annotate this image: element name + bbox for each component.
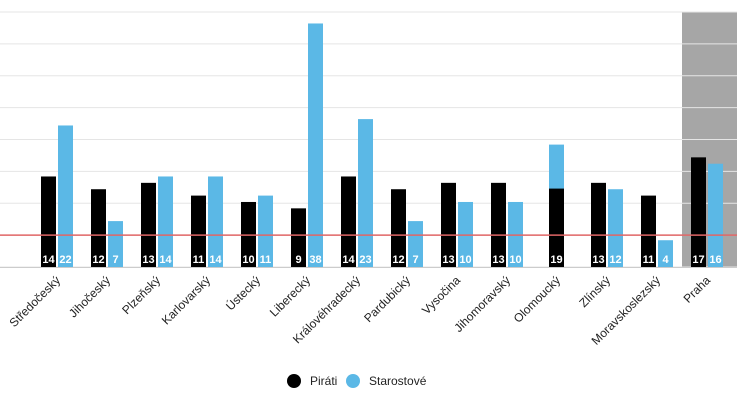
bar-pirati [441,182,456,267]
data-label-starostove: 10 [509,254,521,266]
bar-pirati [641,195,656,267]
x-tick-label: Vysočina [419,273,463,317]
data-label-pirati: 11 [193,254,205,266]
bar-pirati [291,208,306,267]
x-tick-label: Praha [681,273,714,306]
legend-label-pirati: Piráti [310,374,337,388]
data-label-starostove: 16 [709,254,721,266]
data-label-starostove: 38 [309,254,321,266]
bar-starostove [58,125,73,267]
data-label-pirati: 12 [92,254,104,266]
bar-pirati [41,176,56,267]
x-tick-label: Zlínský [576,273,613,310]
bar-pirati [591,182,606,267]
x-tick-label: Plzeňský [119,273,163,317]
bars [41,23,723,267]
bar-starostove [608,189,623,267]
x-tick-label: Ústecký [222,273,263,314]
x-tick-label: Pardubický [361,273,413,325]
data-labels: 14 22 12 7 13 14 11 14 10 11 9 38 14 23 12 7 13 10 13 10 19 1… [42,254,721,266]
data-label-starostove: 23 [359,254,371,266]
bar-pirati [191,195,206,267]
bar-pirati [91,189,106,267]
x-tick-label: Středočeský [7,273,64,330]
data-label-starostove: 11 [260,254,272,266]
legend-label-starostove: Starostové [369,374,427,388]
bar-starostove [658,240,673,267]
data-label-pirati: 12 [392,254,404,266]
bar-pirati [549,188,564,267]
bar-starostove [708,163,723,267]
bar-pirati [141,182,156,267]
bar-pirati [491,182,506,267]
bar-starostove [158,176,173,267]
legend-marker-starostove [346,374,360,388]
x-tick-label: Olomoucký [511,273,563,325]
data-label-pirati: 13 [492,254,504,266]
bar-pirati [691,157,706,267]
data-label-starostove: 7 [112,254,118,266]
data-label-pirati: 10 [242,254,254,266]
data-label-starostove: 14 [159,254,172,266]
data-label-starostove: 7 [412,254,418,266]
bar-starostove [408,221,423,267]
data-label-pirati: 9 [295,254,301,266]
bar-starostove [208,176,223,267]
data-label-starostove: 14 [209,254,222,266]
data-label-pirati: 19 [550,254,562,266]
legend-marker-pirati [287,374,301,388]
data-label-starostove: 10 [459,254,471,266]
bar-pirati [391,189,406,267]
data-label-pirati: 14 [342,254,355,266]
x-tick-label: Liberecký [267,273,313,319]
bar-starostove [308,23,323,267]
data-label-pirati: 13 [592,254,604,266]
x-tick-label: Jihočeský [66,273,113,320]
bar-pirati [341,176,356,267]
x-tick-label: Karlovarský [159,273,213,327]
data-label-starostove: 12 [609,254,621,266]
data-label-starostove: 4 [662,254,669,266]
data-label-pirati: 11 [643,254,655,266]
bar-starostove [258,195,273,267]
bar-starostove [108,221,123,267]
bar-starostove [358,119,373,267]
data-label-pirati: 14 [42,254,55,266]
data-label-pirati: 17 [692,254,704,266]
data-label-starostove: 22 [59,254,71,266]
legend: Piráti Starostové [287,374,427,388]
data-label-pirati: 13 [142,254,154,266]
data-label-pirati: 13 [442,254,454,266]
